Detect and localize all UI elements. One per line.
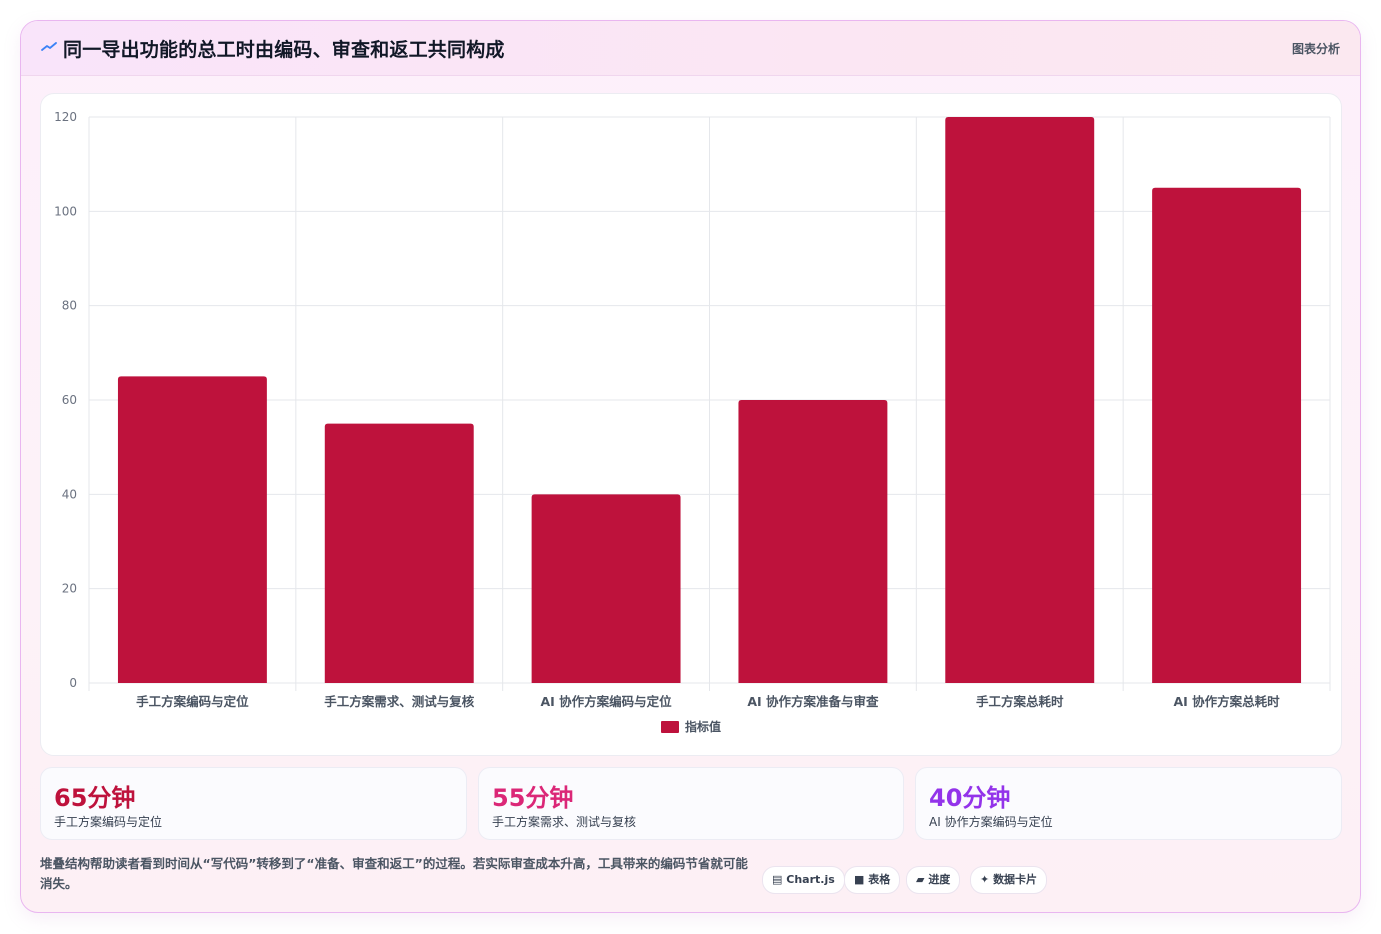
y-tick-label: 100 bbox=[54, 204, 77, 218]
chip-label: 进度 bbox=[928, 873, 951, 886]
chip-label: 数据卡片 bbox=[993, 873, 1038, 886]
y-tick-label: 60 bbox=[62, 393, 77, 407]
legend-label: 指标值 bbox=[685, 719, 721, 734]
progress-icon: ▰ bbox=[916, 873, 925, 886]
y-tick-label: 120 bbox=[54, 110, 77, 124]
chip-data-card[interactable]: ✦ 数据卡片 bbox=[970, 866, 1048, 894]
stat-value: 65分钟 bbox=[54, 784, 136, 812]
chart-analysis-tag: 图表分析 bbox=[1291, 42, 1340, 56]
chip-table[interactable]: ■ 表格 bbox=[844, 866, 901, 894]
x-tick-label: 手工方案编码与定位 bbox=[136, 694, 249, 709]
chart-icon: ▤ bbox=[772, 873, 783, 886]
bar bbox=[738, 400, 888, 683]
stat-label: AI 协作方案编码与定位 bbox=[929, 815, 1053, 829]
trend-line-icon bbox=[41, 42, 57, 51]
x-tick-label: AI 协作方案准备与审查 bbox=[747, 694, 879, 709]
bar bbox=[324, 423, 474, 683]
stat-card-3: 40分钟 AI 协作方案编码与定位 bbox=[915, 767, 1342, 840]
bar-chart: 0 20 40 60 80 100 120 手工方案编码与定位 手工方案需求、测试与复核 AI 协… bbox=[54, 110, 1331, 734]
bar bbox=[117, 376, 267, 683]
stat-label: 手工方案需求、测试与复核 bbox=[492, 815, 637, 829]
sparkle-icon: ✦ bbox=[980, 873, 990, 886]
stat-card-1: 65分钟 手工方案编码与定位 bbox=[40, 767, 467, 840]
x-tick-label: AI 协作方案总耗时 bbox=[1173, 694, 1280, 709]
stat-value: 55分钟 bbox=[492, 784, 574, 812]
stat-card-2: 55分钟 手工方案需求、测试与复核 bbox=[478, 767, 904, 840]
chip-progress[interactable]: ▰ 进度 bbox=[906, 866, 961, 894]
chart-area: 0 20 40 60 80 100 120 手工方案编码与定位 手工方案需求、测试与复核 AI 协… bbox=[40, 93, 1342, 756]
bar bbox=[1152, 187, 1302, 683]
y-tick-label: 40 bbox=[62, 487, 77, 501]
x-tick-label: 手工方案需求、测试与复核 bbox=[324, 694, 475, 709]
card-header: 同一导出功能的总工时由编码、审查和返工共同构成 图表分析 bbox=[21, 21, 1360, 76]
chart-card: 同一导出功能的总工时由编码、审查和返工共同构成 图表分析 0 20 40 60 80 10… bbox=[20, 20, 1361, 913]
x-tick-label: AI 协作方案编码与定位 bbox=[540, 694, 672, 709]
chart-note: 堆叠结构帮助读者看到时间从“写代码”转移到了“准备、审查和返工”的过程。若实际审… bbox=[40, 856, 748, 891]
stat-label: 手工方案编码与定位 bbox=[54, 815, 163, 829]
legend-swatch bbox=[661, 721, 679, 733]
bar bbox=[531, 494, 681, 683]
bar bbox=[945, 117, 1095, 683]
y-tick-label: 80 bbox=[62, 299, 77, 313]
table-icon: ■ bbox=[854, 873, 865, 886]
chip-chartjs[interactable]: ▤ Chart.js bbox=[762, 866, 845, 894]
stat-value: 40分钟 bbox=[929, 784, 1011, 812]
chip-label: Chart.js bbox=[786, 873, 835, 886]
x-tick-label: 手工方案总耗时 bbox=[976, 694, 1064, 709]
y-tick-label: 20 bbox=[62, 582, 77, 596]
chip-label: 表格 bbox=[868, 873, 891, 886]
chart-title: 同一导出功能的总工时由编码、审查和返工共同构成 bbox=[63, 39, 505, 61]
y-tick-label: 0 bbox=[69, 676, 77, 690]
